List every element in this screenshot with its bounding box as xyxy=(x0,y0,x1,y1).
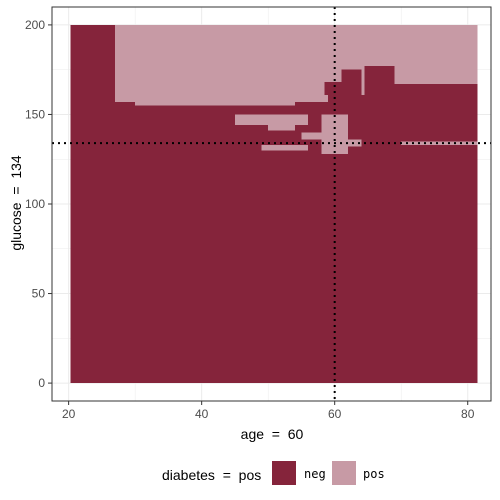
prediction-regions xyxy=(70,24,478,384)
y-tick-label: 100 xyxy=(25,197,45,211)
region-pos xyxy=(115,94,136,102)
region-neg xyxy=(341,69,362,95)
y-tick-label: 150 xyxy=(25,107,45,121)
region-pos xyxy=(294,94,329,102)
legend-label-neg: neg xyxy=(304,467,326,481)
legend-key-pos xyxy=(332,461,356,485)
y-tick-label: 200 xyxy=(25,18,45,32)
region-pos xyxy=(135,94,295,106)
region-neg xyxy=(324,82,342,95)
x-axis-title: age = 60 xyxy=(241,426,304,442)
region-pos xyxy=(268,125,295,131)
legend-title: diabetes = pos xyxy=(162,467,261,483)
x-tick-label: 60 xyxy=(328,407,342,421)
region-pos xyxy=(347,139,362,147)
y-tick-label: 0 xyxy=(38,376,45,390)
region-pos xyxy=(261,144,309,151)
legend-label-pos: pos xyxy=(363,467,385,481)
x-tick-label: 80 xyxy=(461,407,475,421)
region-neg xyxy=(394,84,478,95)
y-tick-label: 50 xyxy=(32,287,46,301)
y-axis-title: glucose = 134 xyxy=(8,155,24,251)
legend-key-neg xyxy=(272,461,296,485)
region-neg xyxy=(364,66,395,95)
x-tick-label: 20 xyxy=(62,407,76,421)
legend: diabetes = pos neg pos xyxy=(162,461,385,485)
axis-ticks: 20 40 60 80 0 50 100 150 200 xyxy=(25,18,475,421)
region-pos xyxy=(115,24,478,95)
region-pos xyxy=(401,141,478,145)
reference-lines xyxy=(52,7,491,401)
region-pos xyxy=(301,132,322,140)
region-pos xyxy=(234,114,309,126)
x-tick-label: 40 xyxy=(195,407,209,421)
